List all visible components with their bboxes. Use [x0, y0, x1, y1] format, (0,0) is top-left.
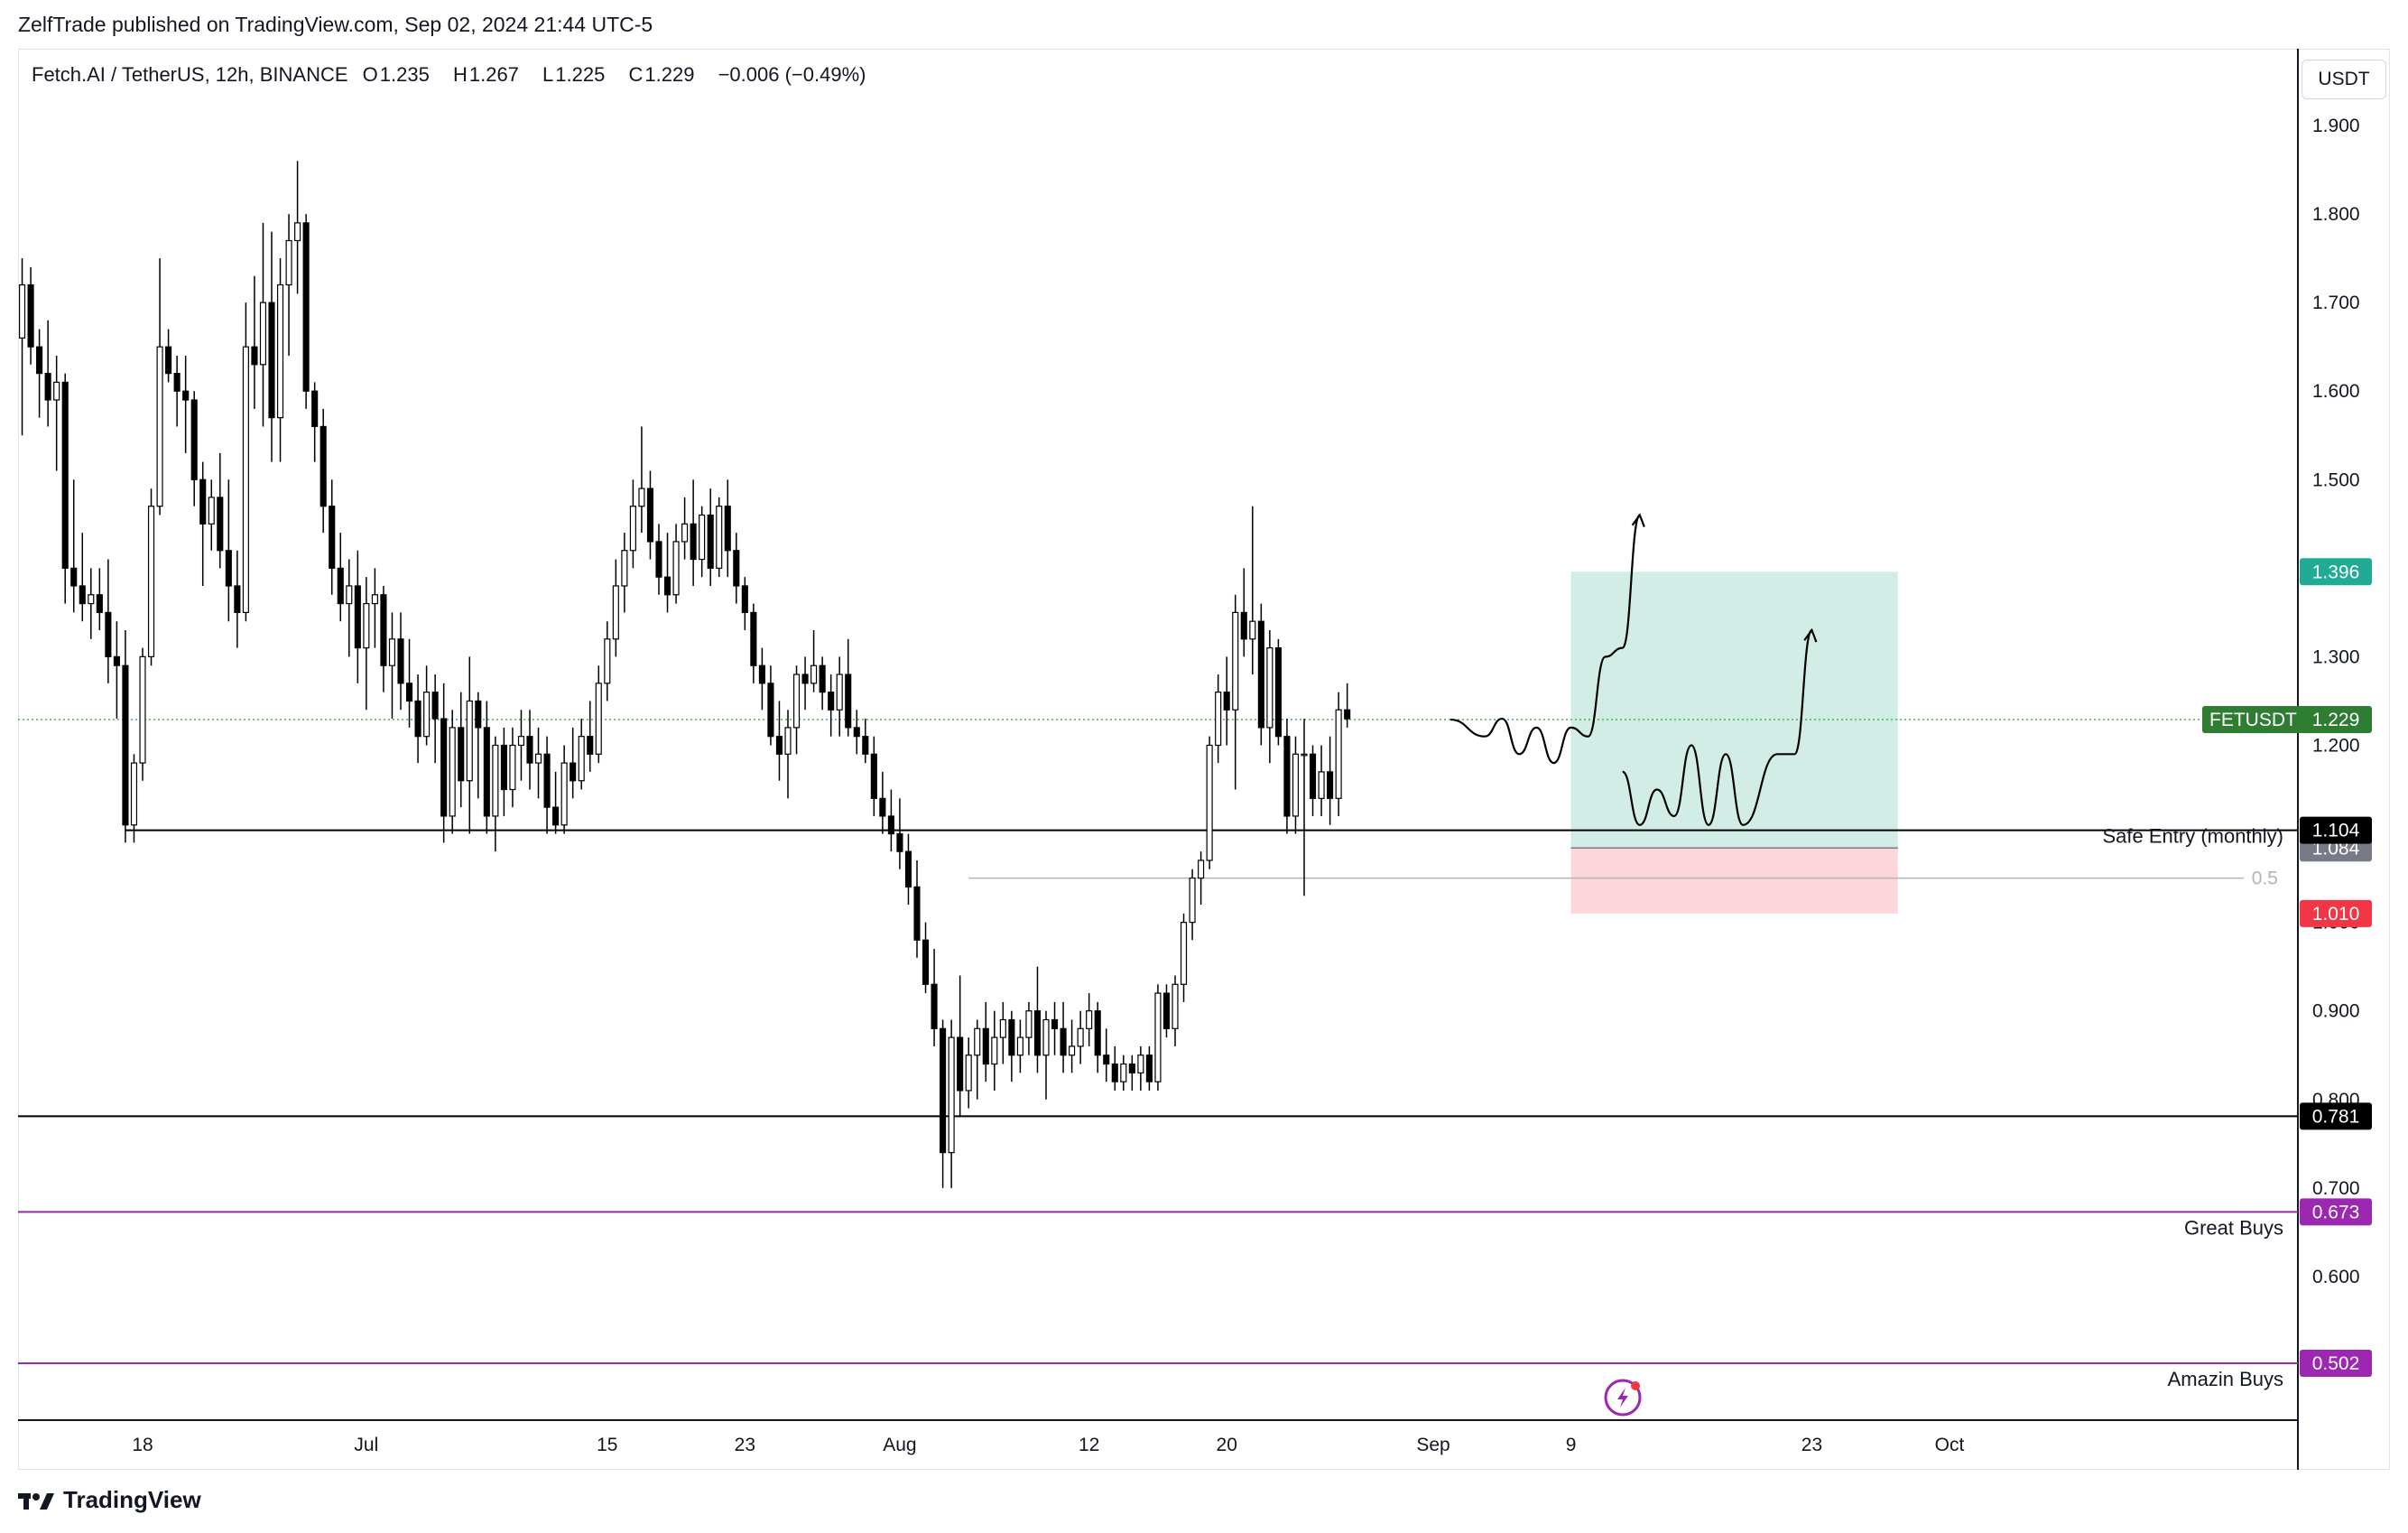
symbol-name[interactable]: Fetch.AI / TetherUS, 12h, BINANCE	[32, 63, 348, 86]
high-label: H	[452, 63, 468, 86]
open-value: 1.235	[379, 63, 430, 86]
open-label: O	[362, 63, 378, 86]
chart-frame	[18, 49, 2390, 1470]
close-value: 1.229	[644, 63, 695, 86]
tradingview-logo-icon	[18, 1490, 56, 1511]
close-label: C	[628, 63, 644, 86]
low-label: L	[542, 63, 554, 86]
footer-brand[interactable]: TradingView	[18, 1486, 201, 1514]
low-value: 1.225	[555, 63, 606, 86]
footer-brand-text: TradingView	[63, 1486, 201, 1513]
change-value: −0.006 (−0.49%)	[718, 63, 866, 86]
currency-unit-button[interactable]: USDT	[2301, 60, 2386, 99]
publish-line: ZelfTrade published on TradingView.com, …	[18, 13, 653, 36]
symbol-info-bar: Fetch.AI / TetherUS, 12h, BINANCE O1.235…	[32, 63, 875, 87]
high-value: 1.267	[468, 63, 519, 86]
